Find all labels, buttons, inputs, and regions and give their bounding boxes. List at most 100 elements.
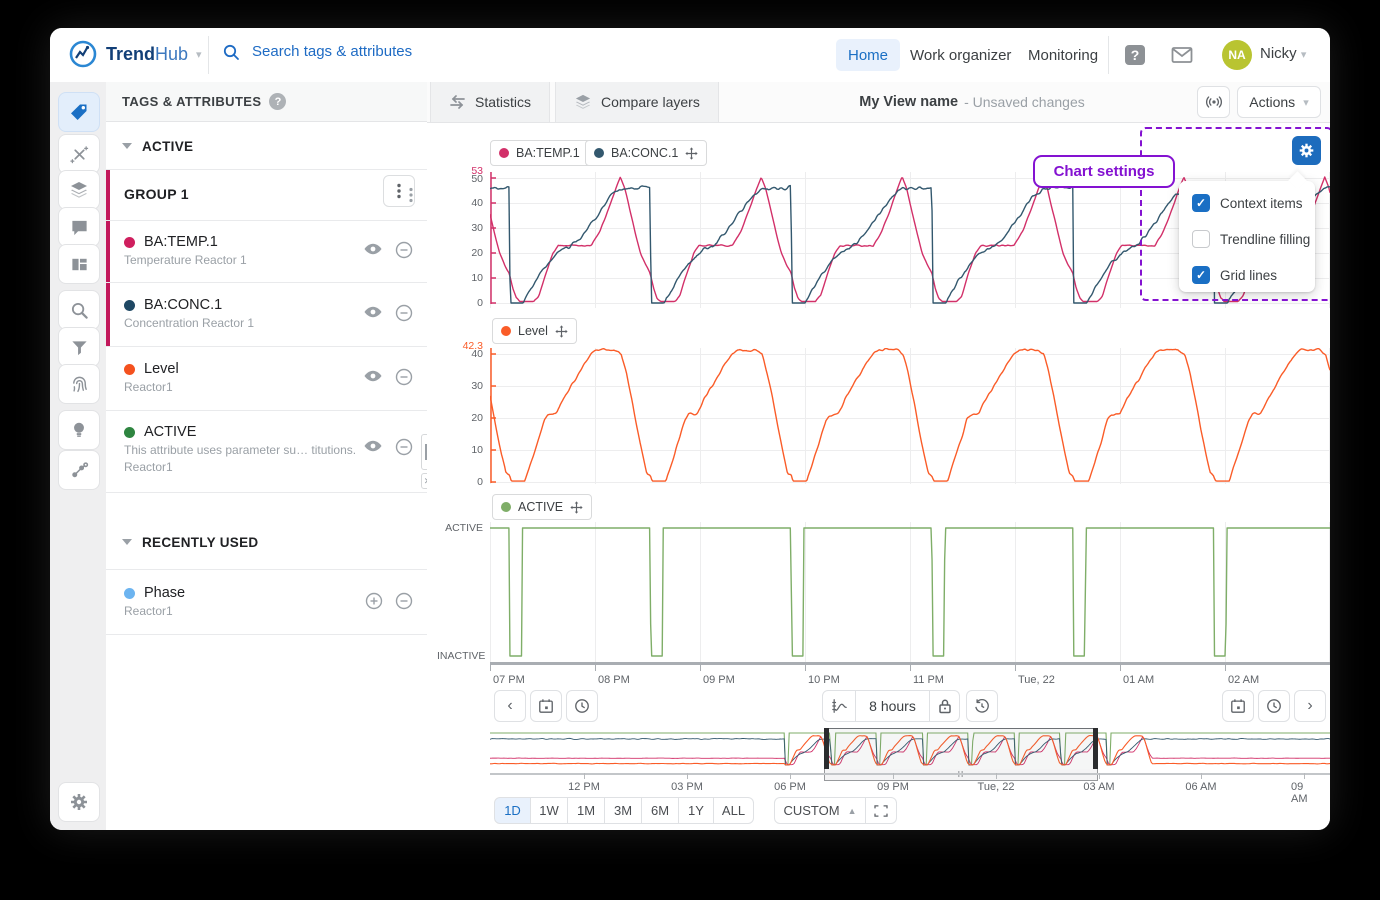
live-broadcast-button[interactable]	[1197, 86, 1230, 118]
pan-right-button[interactable]: ›	[1294, 690, 1326, 722]
selection-right-handle[interactable]	[1093, 728, 1098, 770]
duration-button[interactable]: 8 hours	[856, 690, 930, 722]
legend-chip-ba-conc-1[interactable]: BA:CONC.1	[585, 140, 707, 166]
brand-chevron-down-icon[interactable]: ▾	[196, 48, 202, 61]
preset-1m[interactable]: 1M	[568, 797, 605, 824]
rail-formulas-button[interactable]	[58, 134, 100, 174]
rail-search-button[interactable]	[58, 290, 100, 330]
overview-axis	[490, 773, 1330, 775]
search-input[interactable]	[250, 42, 574, 61]
trend-scale-button[interactable]	[822, 690, 856, 722]
x-tick-label: 11 PM	[913, 674, 944, 686]
y-axis-label: 20	[437, 248, 483, 259]
chart-settings-gear-button[interactable]	[1292, 136, 1321, 165]
visibility-eye-icon[interactable]	[363, 241, 383, 259]
rail-layers-button[interactable]	[58, 170, 100, 210]
tag-row-active-attribute[interactable]: ACTIVE This attribute uses parameter su……	[106, 410, 427, 492]
preset-1y[interactable]: 1Y	[679, 797, 714, 824]
rail-comments-button[interactable]	[58, 207, 100, 247]
collapse-chevron-icon[interactable]	[122, 539, 132, 545]
y-axis-label: 40	[437, 198, 483, 209]
rail-settings-button[interactable]	[58, 782, 100, 822]
panel-help-icon[interactable]: ?	[269, 93, 286, 110]
y-axis-label: 10	[437, 273, 483, 284]
avatar[interactable]: NA	[1222, 40, 1252, 70]
tag-row-phase[interactable]: Phase Reactor1	[106, 570, 427, 634]
help-icon[interactable]: ?	[1122, 42, 1148, 68]
tag-row-ba-temp-1[interactable]: BA:TEMP.1 Temperature Reactor 1	[106, 220, 427, 282]
trend-chart-level[interactable]	[490, 348, 1330, 484]
group1-row[interactable]: GROUP 1	[106, 170, 427, 220]
rail-recommendations-button[interactable]	[58, 410, 100, 450]
pan-left-button[interactable]: ‹	[494, 690, 526, 722]
x-tick-label: 01 AM	[1123, 674, 1154, 686]
x-tick-label: 09 PM	[703, 674, 735, 686]
statistics-button[interactable]: Statistics	[430, 82, 550, 122]
tag-row-ba-conc-1[interactable]: BA:CONC.1 Concentration Reactor 1	[106, 282, 427, 346]
remove-tag-icon[interactable]	[395, 241, 413, 259]
preset-1d[interactable]: 1D	[494, 797, 531, 824]
selection-drag-grip[interactable]: II	[824, 769, 1098, 781]
annotation-label: Chart settings	[1033, 155, 1175, 188]
rail-tags-button[interactable]	[58, 92, 100, 132]
compare-layers-button[interactable]: Compare layers	[555, 82, 719, 122]
tag-row-level[interactable]: Level Reactor1	[106, 346, 427, 410]
checkbox-checked-icon[interactable]: ✓	[1192, 266, 1210, 284]
group1-menu-button[interactable]	[409, 187, 413, 203]
rail-fingerprint-button[interactable]	[58, 364, 100, 404]
tab-work-organizer[interactable]: Work organizer	[898, 39, 1023, 71]
checkbox-unchecked-icon[interactable]	[1192, 230, 1210, 248]
app-logo[interactable]: TrendHub ▾	[68, 39, 202, 69]
preset-all[interactable]: ALL	[714, 797, 754, 824]
move-icon[interactable]	[685, 147, 698, 160]
preset-3m[interactable]: 3M	[605, 797, 642, 824]
user-menu[interactable]: Nicky ▾	[1260, 45, 1306, 62]
remove-tag-icon[interactable]	[395, 592, 413, 610]
rail-dashboard-button[interactable]	[58, 244, 100, 284]
overview-selection-window[interactable]	[824, 728, 1098, 770]
end-time-picker-button[interactable]	[1258, 690, 1290, 722]
remove-tag-icon[interactable]	[395, 368, 413, 386]
gear-icon	[1298, 142, 1315, 159]
section-recently-used[interactable]: RECENTLY USED	[106, 520, 427, 564]
move-icon[interactable]	[570, 501, 583, 514]
search-icon	[222, 43, 240, 61]
move-icon[interactable]	[555, 325, 568, 338]
trend-chart-active-state[interactable]	[490, 522, 1330, 662]
rail-context-graph-button[interactable]	[58, 450, 100, 490]
preset-custom[interactable]: CUSTOM▲	[774, 797, 866, 824]
visibility-eye-icon[interactable]	[363, 304, 383, 322]
collapse-chevron-icon[interactable]	[122, 143, 132, 149]
mail-icon[interactable]	[1169, 42, 1195, 68]
preset-6m[interactable]: 6M	[642, 797, 679, 824]
checkbox-checked-icon[interactable]: ✓	[1192, 194, 1210, 212]
add-tag-icon[interactable]	[365, 592, 383, 610]
legend-chip-active[interactable]: ACTIVE	[492, 494, 592, 520]
overview-tick-label: 06 PM	[774, 781, 806, 793]
chart-area: Statistics Compare layers My View name -…	[427, 82, 1330, 830]
start-time-picker-button[interactable]	[566, 690, 598, 722]
menu-item-grid-lines[interactable]: ✓ Grid lines	[1192, 266, 1277, 284]
preset-1w[interactable]: 1W	[531, 797, 568, 824]
start-date-picker-button[interactable]	[530, 690, 562, 722]
series-color-dot	[594, 148, 604, 158]
visibility-eye-icon[interactable]	[363, 438, 383, 456]
actions-button[interactable]: Actions▾	[1237, 86, 1321, 118]
lock-duration-button[interactable]	[930, 690, 960, 722]
end-date-picker-button[interactable]	[1222, 690, 1254, 722]
legend-chip-level[interactable]: Level	[492, 318, 577, 344]
remove-tag-icon[interactable]	[395, 438, 413, 456]
global-search[interactable]	[222, 42, 574, 61]
remove-tag-icon[interactable]	[395, 304, 413, 322]
frame-icon	[874, 805, 888, 817]
custom-range-button[interactable]	[866, 797, 897, 824]
menu-item-context-items[interactable]: ✓ Context items	[1192, 194, 1303, 212]
tab-home[interactable]: Home	[836, 39, 900, 71]
section-active[interactable]: ACTIVE	[106, 126, 427, 166]
menu-item-trendline-filling[interactable]: Trendline filling	[1192, 230, 1310, 248]
selection-left-handle[interactable]	[824, 728, 829, 770]
tab-monitoring[interactable]: Monitoring	[1016, 39, 1110, 71]
time-history-button[interactable]	[966, 690, 998, 722]
visibility-eye-icon[interactable]	[363, 368, 383, 386]
rail-filter-button[interactable]	[58, 327, 100, 367]
